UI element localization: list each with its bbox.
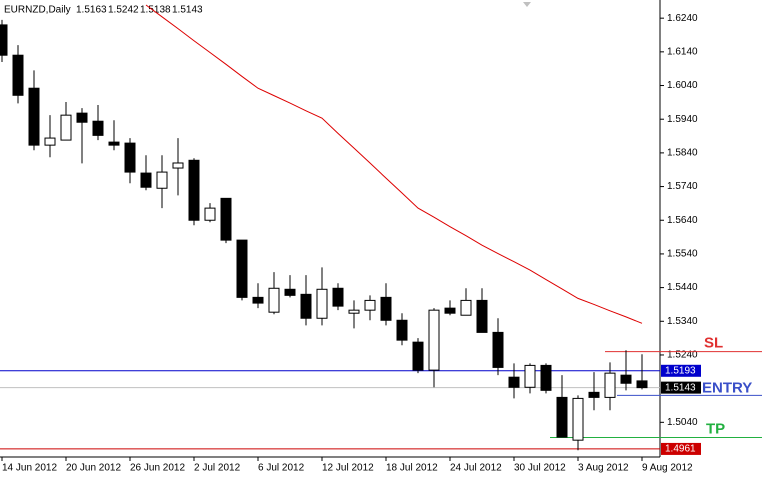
candle-body	[300, 293, 312, 319]
candle-body	[348, 309, 360, 314]
current-price-label: 1.5143	[665, 382, 696, 393]
x-tick-label: 2 Jul 2012	[194, 463, 241, 474]
candle-body	[140, 172, 152, 188]
candle-body	[588, 391, 600, 398]
candle-body	[524, 364, 536, 388]
candle-body	[332, 287, 344, 307]
y-tick-label: 1.6040	[667, 80, 698, 91]
y-tick-label: 1.5840	[667, 148, 698, 159]
current-price-box	[661, 381, 701, 394]
x-tick-label: 24 Jul 2012	[450, 463, 502, 474]
candle-body	[268, 287, 280, 313]
candle-body	[156, 171, 168, 189]
candle-body	[28, 87, 40, 146]
candle-body	[508, 376, 520, 388]
y-tick-label: 1.5340	[667, 316, 698, 327]
x-tick-label: 30 Jul 2012	[514, 463, 566, 474]
price-label: 1.5193	[665, 365, 696, 376]
y-tick-label: 1.5440	[667, 282, 698, 293]
header-low: 1.5138	[140, 5, 171, 16]
y-tick-label: 1.5540	[667, 249, 698, 260]
candle-body	[0, 24, 8, 56]
candle-body	[204, 207, 216, 221]
x-tick-label: 6 Jul 2012	[258, 463, 305, 474]
candle-body	[572, 397, 584, 441]
level-label: TP	[706, 420, 725, 437]
candle-body	[364, 299, 376, 311]
chart-title: EURNZD,Daily	[4, 5, 71, 16]
candle-body	[412, 341, 424, 371]
candle-body	[396, 319, 408, 341]
level-label: SL	[704, 335, 723, 352]
y-tick-label: 1.5740	[667, 181, 698, 192]
candle-body	[460, 299, 472, 316]
x-tick-label: 18 Jul 2012	[386, 463, 438, 474]
x-tick-label: 9 Aug 2012	[642, 463, 693, 474]
candle-body	[172, 162, 184, 169]
candle-body	[492, 331, 504, 368]
candle-body	[620, 374, 632, 384]
candle-body	[124, 142, 136, 173]
candle-body	[476, 299, 488, 333]
y-tick-label: 1.6240	[667, 13, 698, 24]
price-label-box	[661, 442, 701, 455]
candle-body	[236, 239, 248, 298]
candle-body	[636, 380, 648, 389]
header-close: 1.5143	[172, 5, 203, 16]
x-tick-label: 3 Aug 2012	[578, 463, 629, 474]
candle-body	[12, 54, 24, 96]
candle-body	[92, 120, 104, 136]
candle-body	[444, 307, 456, 314]
y-tick-label: 1.6140	[667, 46, 698, 57]
x-tick-label: 12 Jul 2012	[322, 463, 374, 474]
shift-marker	[523, 2, 531, 7]
x-tick-label: 14 Jun 2012	[2, 463, 57, 474]
y-tick-label: 1.5240	[667, 350, 698, 361]
candle-body	[604, 372, 616, 398]
price-label: 1.4961	[665, 444, 696, 455]
candle-body	[220, 197, 232, 241]
candle-body	[188, 159, 200, 221]
header-high: 1.5242	[108, 5, 139, 16]
candle-body	[108, 141, 120, 146]
candle-body	[428, 309, 440, 371]
x-tick-label: 20 Jun 2012	[66, 463, 121, 474]
y-tick-label: 1.5640	[667, 215, 698, 226]
candle-body	[380, 296, 392, 321]
header-open: 1.5163	[76, 5, 107, 16]
y-tick-label: 1.5940	[667, 114, 698, 125]
candle-body	[316, 288, 328, 319]
level-label: ENTRY	[702, 379, 752, 396]
candle-body	[44, 137, 56, 146]
y-tick-label: 1.5040	[667, 417, 698, 428]
candle-body	[60, 114, 72, 141]
price-label-box	[661, 364, 701, 377]
candle-body	[556, 396, 568, 438]
x-tick-label: 26 Jun 2012	[130, 463, 185, 474]
candle-body	[252, 296, 264, 304]
candle-body	[284, 288, 296, 296]
candle-body	[540, 364, 552, 391]
candle-body	[76, 112, 88, 123]
moving-average	[145, 4, 643, 324]
